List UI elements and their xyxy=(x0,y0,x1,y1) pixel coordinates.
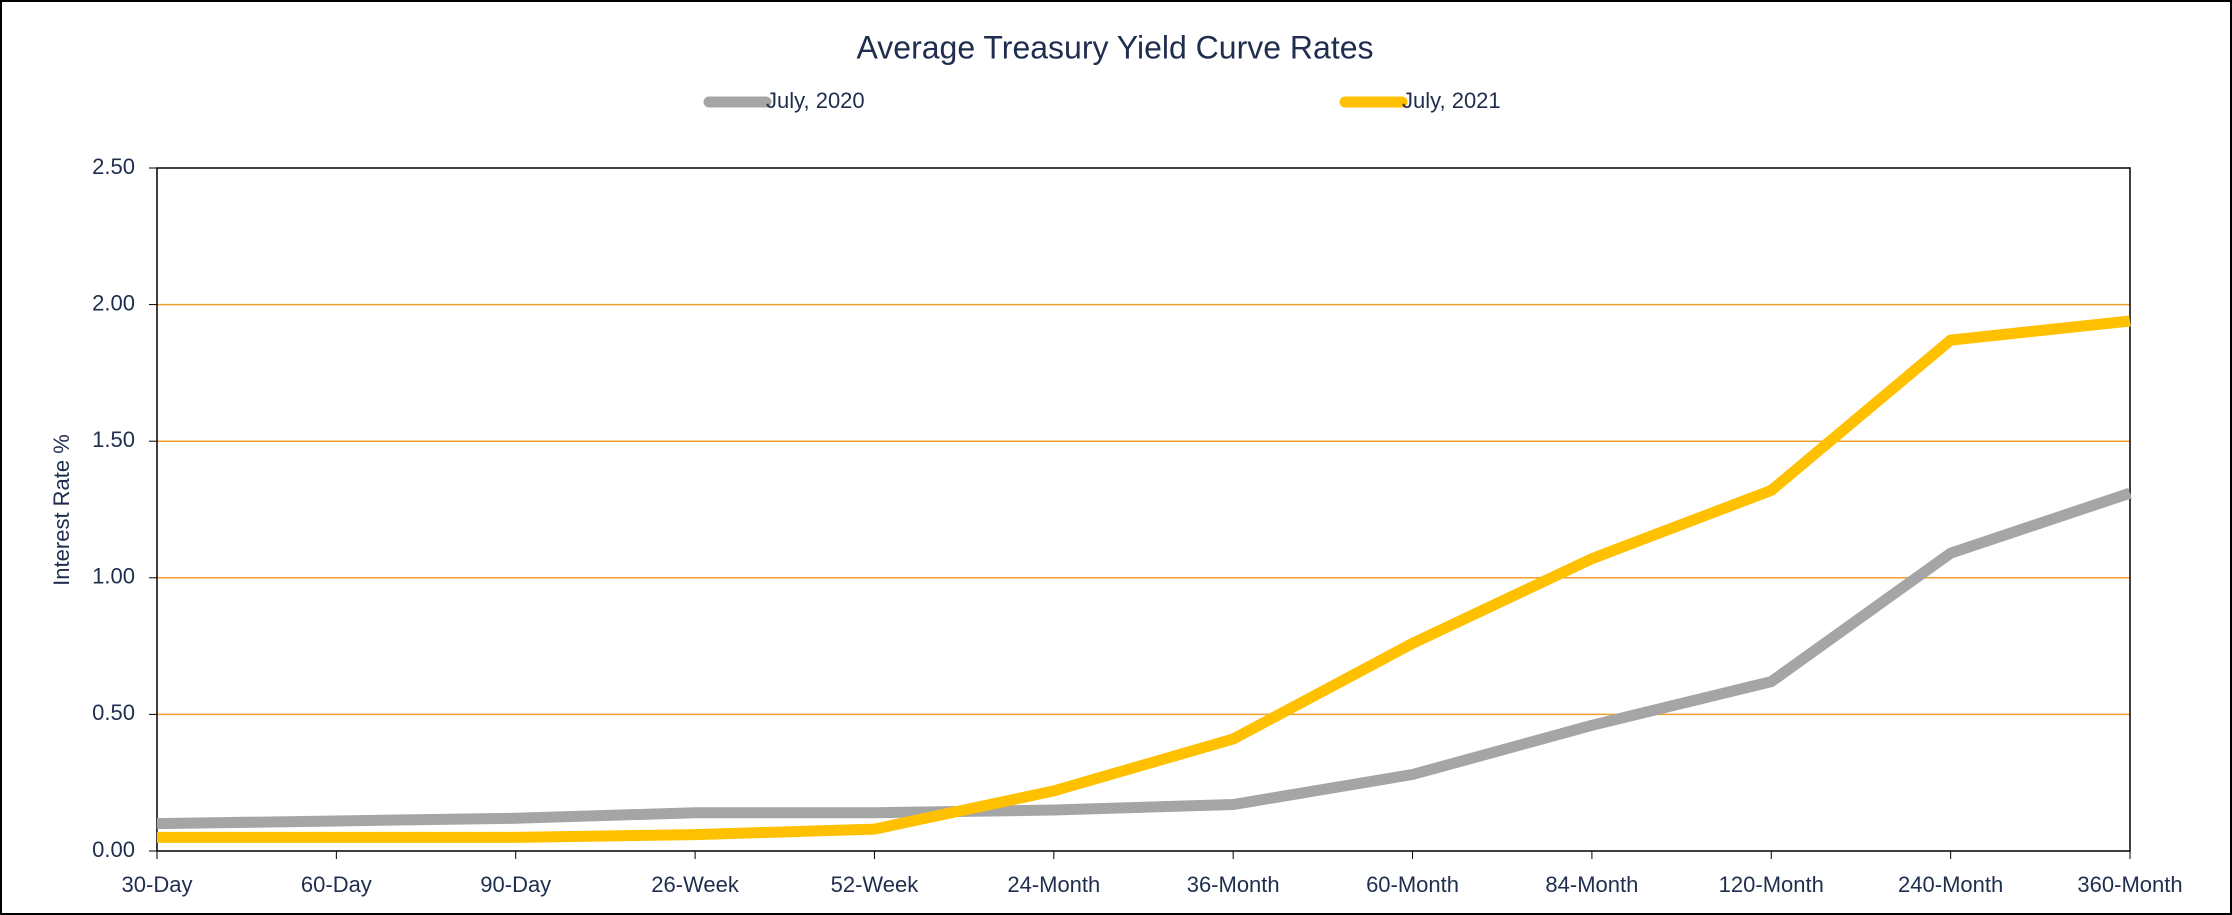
y-tick-label: 0.00 xyxy=(92,837,135,862)
x-tick-label: 24-Month xyxy=(1007,872,1100,897)
series-line xyxy=(156,487,2132,830)
series-line xyxy=(157,315,2131,843)
x-tick-label: 52-Week xyxy=(831,872,920,897)
x-tick-label: 120-Month xyxy=(1719,872,1824,897)
x-tick-label: 240-Month xyxy=(1898,872,2003,897)
plot-border xyxy=(156,167,2131,852)
y-tick-label: 2.50 xyxy=(92,154,135,179)
y-tick-label: 0.50 xyxy=(92,700,135,725)
legend-label: July, 2021 xyxy=(1402,88,1501,113)
x-tick-label: 60-Month xyxy=(1366,872,1459,897)
y-tick-label: 2.00 xyxy=(92,290,135,315)
x-tick-label: 360-Month xyxy=(2077,872,2182,897)
x-tick-label: 30-Day xyxy=(122,872,193,897)
x-tick-label: 90-Day xyxy=(480,872,551,897)
x-tick-label: 26-Week xyxy=(651,872,740,897)
legend-label: July, 2020 xyxy=(766,88,865,113)
x-tick-label: 36-Month xyxy=(1187,872,1280,897)
x-tick-label: 84-Month xyxy=(1545,872,1638,897)
y-tick-label: 1.00 xyxy=(92,564,135,589)
chart-title: Average Treasury Yield Curve Rates xyxy=(857,29,1374,65)
x-tick-label: 60-Day xyxy=(301,872,372,897)
y-tick-label: 1.50 xyxy=(92,427,135,452)
y-axis-label: Interest Rate % xyxy=(49,434,74,586)
